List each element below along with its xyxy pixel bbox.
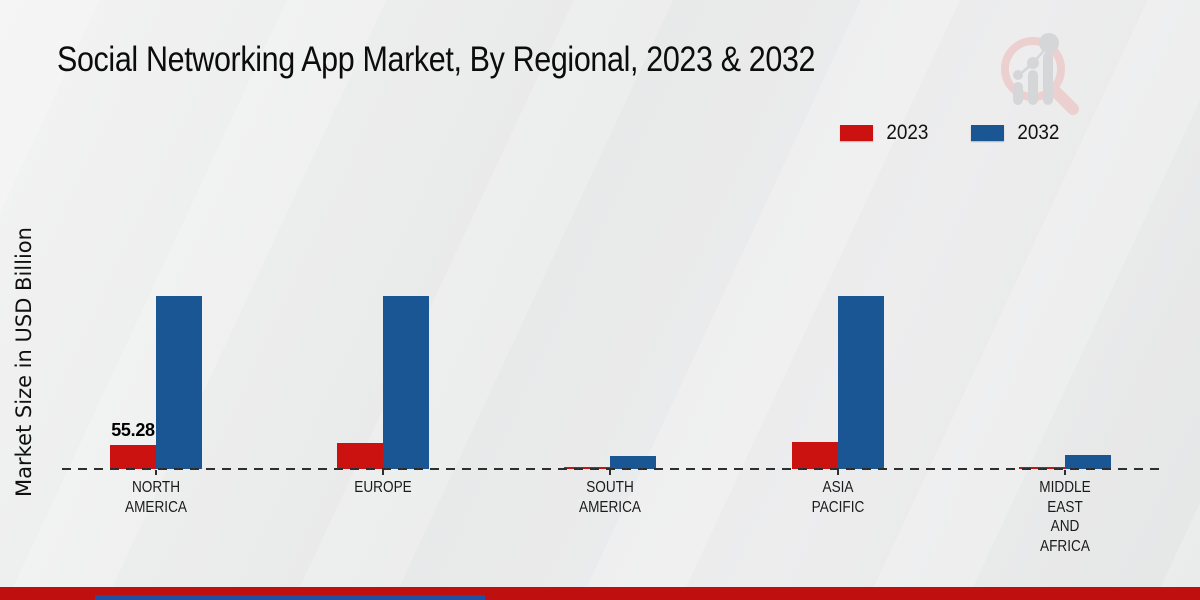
axis-tick-asia-pacific	[837, 470, 839, 475]
bar-2032-asia-pacific	[838, 295, 884, 469]
category-label-line: NORTH	[131, 479, 181, 496]
category-label-line: PACIFIC	[811, 498, 865, 516]
bar-2023-south-america	[564, 466, 610, 469]
category-label-line: AMERICA	[579, 498, 641, 516]
bar-2032-south-america	[610, 455, 656, 469]
legend-item-2023: 2023	[840, 121, 931, 145]
legend-label-2032: 2032	[1017, 121, 1060, 144]
category-label-line: ASIA	[822, 479, 854, 496]
magnifier-bar-chart-logo-icon	[1001, 33, 1079, 115]
category-label-middle-east-and-africa: MIDDLE EAST AND AFRICA	[995, 478, 1135, 556]
legend: 2023 2032	[840, 121, 1061, 145]
bar-2032-north-america	[156, 295, 202, 469]
legend-swatch-2023	[840, 125, 873, 141]
bar-2023-asia-pacific	[792, 441, 838, 469]
bar-2032-middle-east-and-africa	[1065, 454, 1111, 469]
axis-tick-middle-east-and-africa	[1064, 470, 1066, 475]
bar-2023-europe	[337, 442, 383, 469]
x-axis-baseline	[62, 468, 1163, 470]
axis-tick-europe	[382, 470, 384, 475]
category-label-line: MIDDLE	[1039, 479, 1091, 496]
category-label-line: AND	[1050, 518, 1080, 535]
y-axis-label: Market Size in USD Billion	[12, 227, 36, 497]
axis-tick-south-america	[609, 470, 611, 475]
category-label-north-america: NORTH AMERICA	[86, 478, 226, 517]
legend-item-2032: 2032	[970, 121, 1062, 145]
category-label-south-america: SOUTH AMERICA	[540, 478, 680, 517]
legend-swatch-2032	[970, 125, 1004, 141]
category-label-asia-pacific: ASIA PACIFIC	[768, 478, 908, 517]
category-label-line: SOUTH	[586, 479, 634, 496]
bar-2023-north-america	[110, 444, 156, 469]
bar-2032-europe	[383, 295, 429, 469]
bar-2023-middle-east-and-africa	[1019, 466, 1065, 469]
footer-accent-bar	[95, 595, 485, 600]
legend-label-2023: 2023	[886, 121, 929, 144]
chart-title: Social Networking App Market, By Regiona…	[57, 40, 816, 79]
category-label-line: AMERICA	[125, 498, 187, 516]
value-label-2023-north-america: 55.28	[111, 419, 155, 440]
category-label-line: EAST	[1047, 498, 1083, 516]
axis-tick-north-america	[155, 470, 157, 475]
category-label-line: EUROPE	[354, 479, 412, 496]
category-label-line: AFRICA	[1040, 537, 1090, 555]
category-label-europe: EUROPE	[313, 478, 453, 498]
